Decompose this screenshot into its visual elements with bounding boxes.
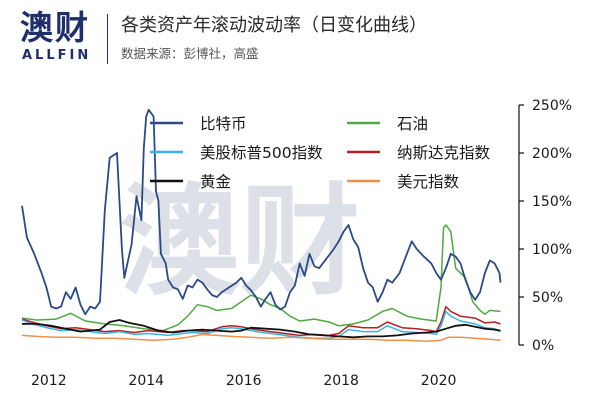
header-divider	[107, 14, 108, 64]
legend-label: 黄金	[200, 173, 232, 191]
x-tick-label: 2014	[128, 373, 164, 389]
y-tick-label: 250%	[532, 98, 572, 114]
series-line-5	[21, 333, 501, 342]
legend-label: 美元指数	[397, 173, 460, 191]
logo-subtext: ALLFIN	[22, 48, 92, 63]
y-tick-label: 0%	[532, 338, 554, 354]
x-axis-ticks: 2012 2014 2016 2018 2020	[31, 373, 456, 389]
x-tick-label: 2016	[226, 373, 262, 389]
logo-text: 澳财	[20, 8, 90, 47]
chart-title: 各类资产年滚动波动率（日变化曲线）	[121, 15, 427, 36]
y-tick-label: 200%	[532, 146, 572, 162]
legend-label: 美股标普500指数	[200, 144, 323, 162]
legend-label: 比特币	[200, 115, 247, 133]
series-line-2	[21, 310, 501, 340]
series-layer	[21, 108, 502, 342]
x-tick-label: 2012	[31, 373, 67, 389]
y-tick-label: 50%	[532, 290, 563, 306]
y-axis-ticks: 0% 50% 100% 150% 200% 250%	[519, 98, 572, 354]
y-tick-label: 100%	[532, 242, 572, 258]
series-line-3	[21, 305, 501, 337]
chart-source: 数据来源：彭博社，高盛	[121, 46, 259, 61]
series-line-0	[21, 108, 502, 316]
x-tick-label: 2020	[421, 373, 457, 389]
y-tick-label: 150%	[532, 194, 572, 210]
series-line-1	[21, 224, 501, 332]
series-line-4	[22, 319, 501, 339]
legend-label: 石油	[397, 115, 428, 133]
header: 澳财 ALLFIN 各类资产年滚动波动率（日变化曲线） 数据来源：彭博社，高盛	[0, 0, 591, 78]
legend-label: 纳斯达克指数	[397, 144, 491, 162]
volatility-chart: 澳财 0%50%100%150%200%250% 2012 2014 2016 201…	[21, 98, 572, 389]
x-tick-label: 2018	[323, 373, 359, 389]
